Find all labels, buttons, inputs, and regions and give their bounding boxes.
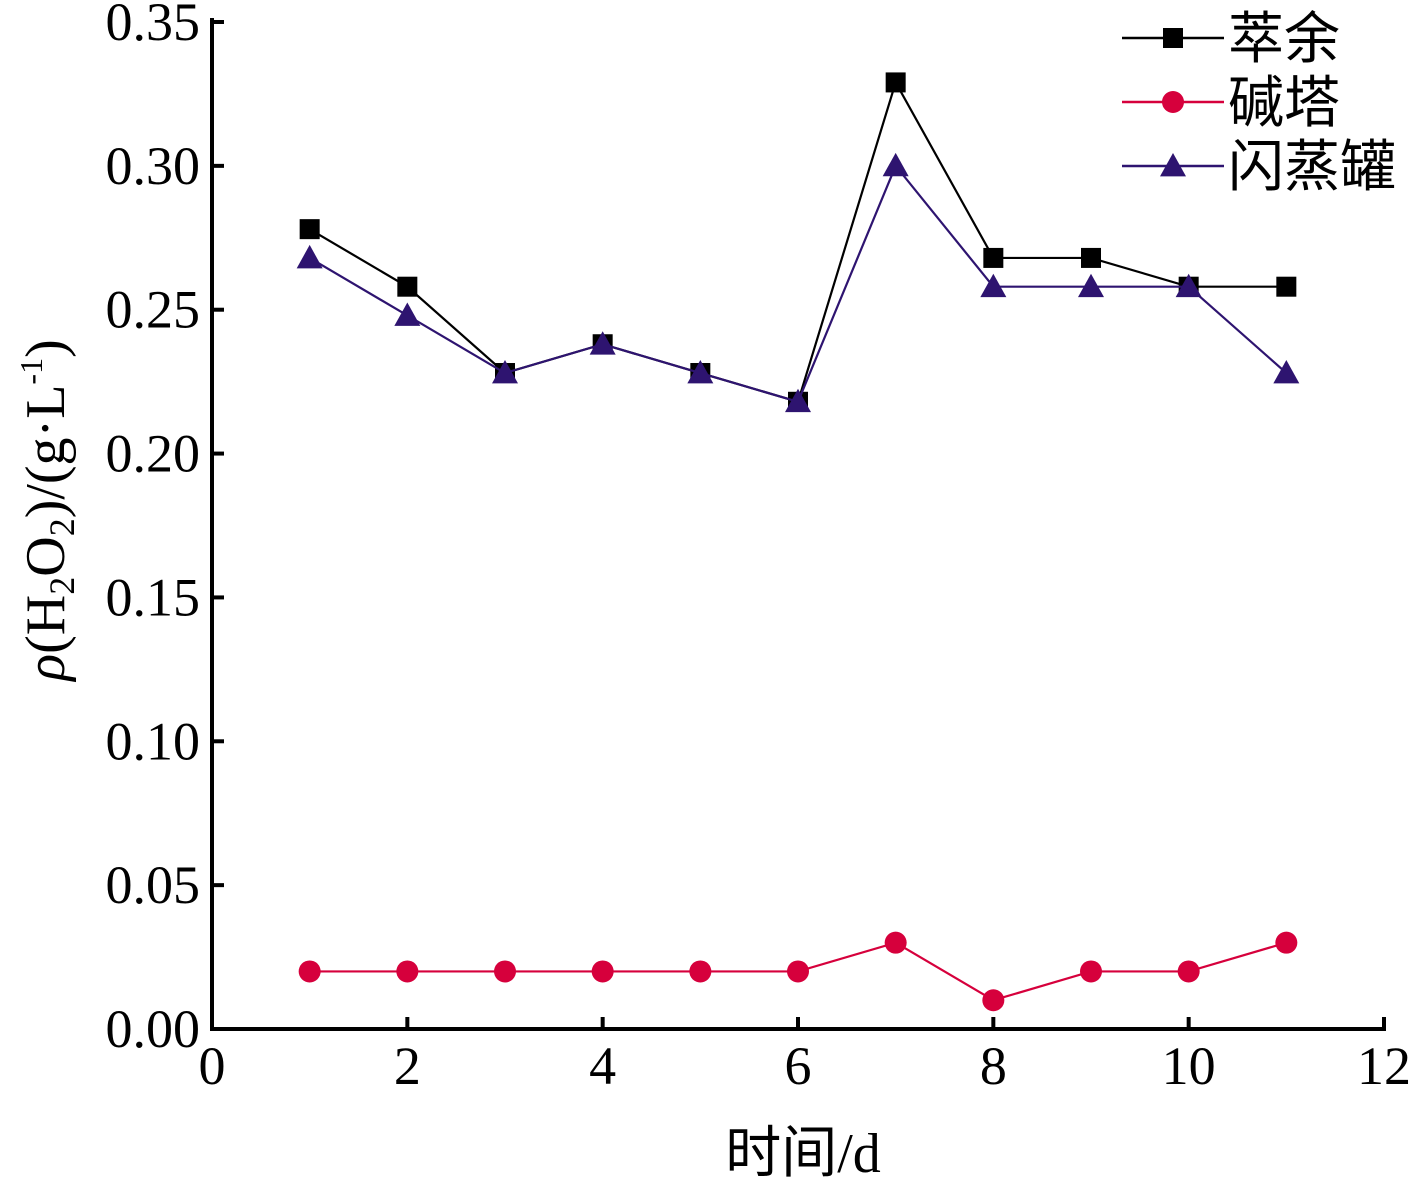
x-tick-label: 12 [1357, 1036, 1411, 1096]
legend-marker [1160, 153, 1186, 177]
data-point [980, 273, 1007, 298]
y-axis-title-open: (H [15, 595, 77, 654]
data-point [589, 331, 616, 355]
axes [210, 18, 1386, 1031]
legend-label: 萃余 [1228, 9, 1340, 71]
data-point [394, 302, 421, 326]
legend-label: 闪蒸罐 [1228, 137, 1396, 199]
data-point [298, 960, 321, 983]
series-1 [299, 72, 1297, 412]
x-tick-label: 4 [589, 1036, 616, 1096]
legend-marker [1163, 28, 1183, 48]
y-axis-title: ρ(H2O2)/(g·L-1) [13, 339, 82, 682]
data-point [1275, 931, 1298, 954]
y-tick-label: 0.05 [106, 855, 201, 915]
data-point [1177, 960, 1200, 983]
data-point [1078, 273, 1104, 298]
y-tick-label: 0.25 [106, 280, 201, 340]
data-point [492, 360, 518, 384]
y-tick-label: 0.10 [106, 711, 201, 771]
data-point [689, 960, 712, 983]
y-tick-label: 0.00 [106, 999, 201, 1059]
y-axis-title-close: )/(g·L [15, 385, 77, 519]
y-ticks: 0.00 0.05 0.10 0.15 0.20 0.25 0.30 0.35 [106, 0, 224, 1059]
y-axis-title-rho: ρ [15, 654, 77, 683]
y-tick-label: 0.30 [106, 136, 201, 196]
y-tick-label: 0.15 [106, 567, 201, 627]
y-tick-label: 0.35 [106, 0, 201, 52]
data-point [591, 960, 614, 983]
y-axis-title-sub: 2 [42, 577, 82, 595]
data-point [687, 360, 714, 384]
y-axis-title-sup: -1 [13, 358, 49, 385]
data-point [296, 244, 323, 269]
x-tick-label: 0 [199, 1036, 226, 1096]
data-point [1080, 960, 1102, 983]
series-line [309, 79, 1287, 404]
data-point [1276, 276, 1297, 297]
data-point [882, 152, 909, 177]
x-axis-title: 时间/d [725, 1123, 881, 1181]
y-axis-title-mid: O [15, 536, 77, 576]
legend-item: 碱塔 [1122, 73, 1340, 135]
x-tick-label: 2 [394, 1036, 421, 1096]
x-tick-label: 10 [1162, 1036, 1216, 1096]
data-point [884, 931, 907, 954]
y-axis-title-end: ) [15, 339, 77, 358]
legend-item: 闪蒸罐 [1122, 137, 1396, 199]
series-2 [298, 931, 1298, 1012]
data-point [785, 388, 811, 413]
data-point [494, 960, 516, 983]
series-3 [296, 152, 1300, 413]
data-point [397, 276, 418, 297]
series-group [296, 72, 1300, 1012]
series-line [309, 163, 1288, 404]
data-point [983, 247, 1004, 268]
data-point [396, 960, 419, 983]
data-point [1081, 247, 1101, 268]
y-axis-title-sub2: 2 [42, 518, 82, 536]
legend-item: 萃余 [1122, 9, 1340, 71]
y-tick-label: 0.20 [106, 424, 201, 484]
data-point [885, 72, 906, 93]
data-point [787, 960, 809, 983]
data-point [1273, 360, 1300, 384]
legend-label: 碱塔 [1228, 73, 1340, 135]
data-point [982, 989, 1005, 1012]
x-ticks: 0 2 4 6 8 10 12 [199, 1017, 1411, 1096]
legend-marker [1162, 91, 1184, 113]
data-point [1175, 273, 1202, 298]
x-tick-label: 6 [785, 1036, 812, 1096]
x-tick-label: 8 [980, 1036, 1007, 1096]
data-point [299, 219, 320, 240]
